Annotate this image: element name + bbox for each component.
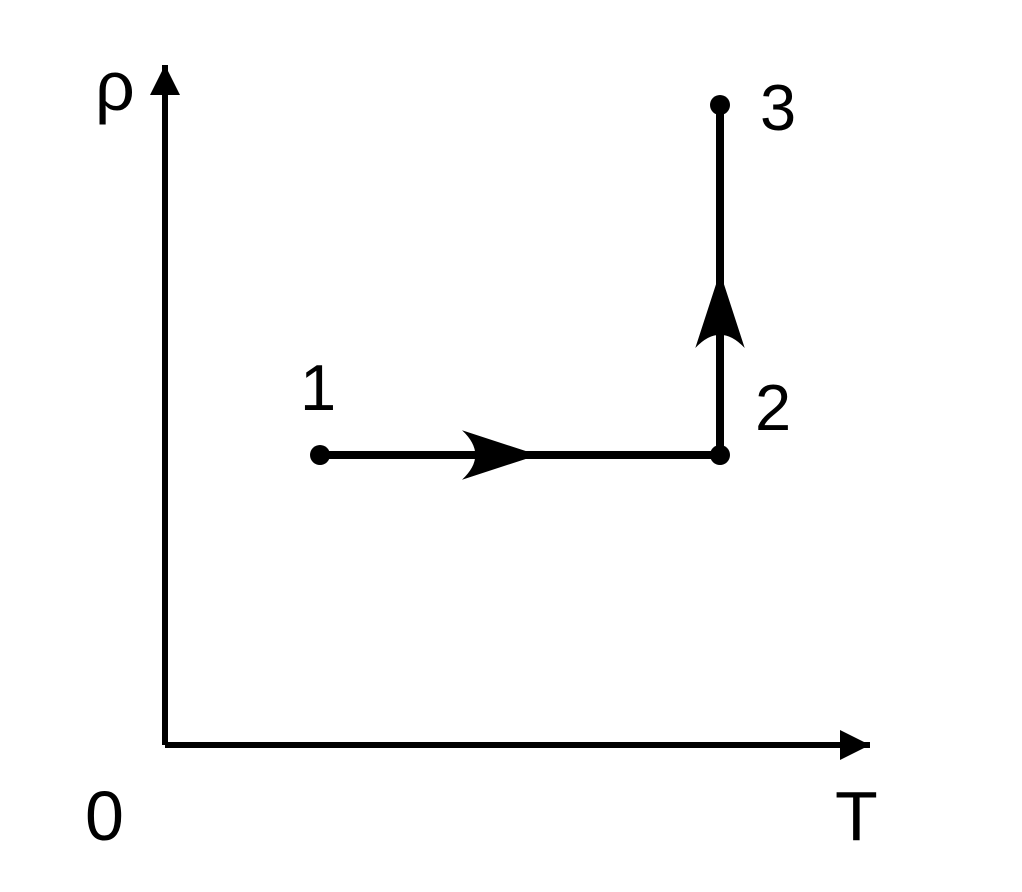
- background: [0, 0, 1022, 892]
- y-axis-label: ρ: [95, 47, 135, 125]
- state-point: [710, 445, 730, 465]
- state-point-label: 1: [300, 351, 336, 424]
- state-point-label: 3: [760, 71, 796, 144]
- state-point: [310, 445, 330, 465]
- x-axis-label: T: [835, 777, 878, 855]
- state-point: [710, 95, 730, 115]
- origin-label: 0: [85, 777, 124, 855]
- state-point-label: 2: [755, 371, 791, 444]
- physics-diagram: ρ T 0 1 2 3: [0, 0, 1022, 892]
